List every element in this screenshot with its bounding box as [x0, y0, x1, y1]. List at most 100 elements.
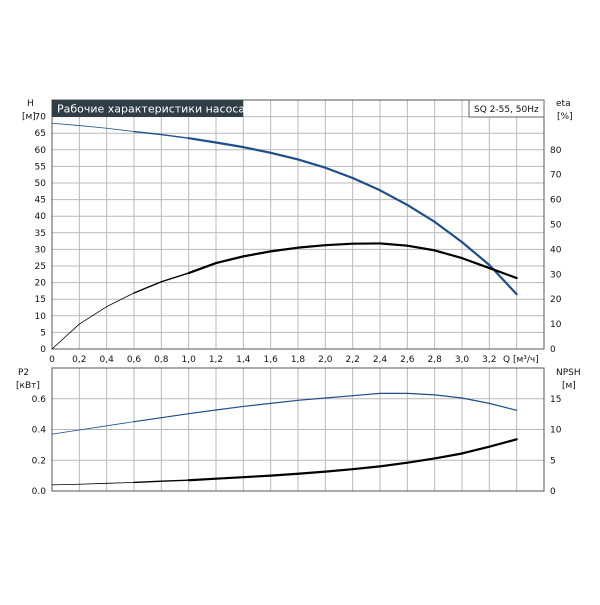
- x-tick-label: 1,0: [182, 355, 197, 365]
- x-tick-label: 0,2: [72, 355, 86, 365]
- series-0-0-segment: [380, 190, 407, 205]
- y2-tick-label: 20: [550, 295, 562, 305]
- series-0-1-segment: [325, 244, 352, 245]
- series-1-0-segment: [107, 422, 134, 426]
- series-1-1-segment: [462, 447, 489, 454]
- x-tick-label: 1,6: [264, 355, 279, 365]
- series-0-1-segment: [189, 263, 216, 273]
- series-1-0-segment: [353, 393, 380, 395]
- series-0-1-segment: [489, 268, 516, 278]
- y-tick-label: 0.2: [32, 456, 46, 466]
- series-1-1-segment: [107, 482, 134, 483]
- y-axis-label-h: H: [27, 99, 34, 109]
- y-tick-label: 0.0: [32, 487, 47, 497]
- bottom-ticks: 0.0 0.2 0.4 0.6 0 5 10 15: [32, 395, 562, 497]
- series-1-0-segment: [271, 400, 298, 403]
- series-1-1-segment: [52, 484, 79, 485]
- series-0-1-segment: [462, 258, 489, 268]
- y2-tick-label: 0: [550, 345, 556, 355]
- series-1-1-segment: [134, 481, 161, 482]
- y-tick-label: 0.4: [32, 426, 47, 436]
- series-1-1-segment: [79, 483, 106, 484]
- bottom-grid: [52, 368, 544, 491]
- series-0-0-segment: [435, 222, 462, 242]
- y-tick-label: 5: [40, 328, 46, 338]
- y2-tick-label: 60: [550, 196, 562, 206]
- series-1-1-segment: [243, 476, 270, 478]
- series-1-1-segment: [353, 466, 380, 469]
- series-1-1-segment: [435, 453, 462, 458]
- series-1-0-segment: [243, 403, 270, 406]
- y-tick-label: 70: [35, 113, 47, 123]
- series-1-0-segment: [189, 410, 216, 414]
- y-axis-unit-h: [м]: [22, 112, 36, 122]
- y-tick-label: 65: [35, 129, 46, 139]
- y2-axis-unit-npsh: [м]: [562, 381, 576, 391]
- y-axis-label-p2: P2: [18, 368, 29, 378]
- y-tick-label: 60: [35, 146, 47, 156]
- y-axis-unit-p2: [кВт]: [16, 381, 40, 391]
- y-tick-label: 0: [40, 345, 46, 355]
- y2-tick-label: 10: [550, 320, 562, 330]
- y2-axis-label-eta: eta: [556, 99, 571, 109]
- x-tick-label: 2,2: [346, 355, 360, 365]
- series-0-0-segment: [189, 138, 216, 142]
- x-tick-label: 1,8: [291, 355, 306, 365]
- series-0-1-segment: [107, 293, 134, 307]
- y2-tick-label: 10: [550, 426, 562, 436]
- series-0-1-segment: [298, 245, 325, 247]
- x-tick-label: 0: [49, 355, 55, 365]
- y-tick-label: 50: [35, 179, 47, 189]
- series-1-1-segment: [189, 479, 216, 481]
- x-tick-label: 3,2: [482, 355, 496, 365]
- x-tick-label: 2,4: [373, 355, 388, 365]
- series-0-0-segment: [107, 128, 134, 131]
- chart-title: Рабочие характеристики насоса: [57, 103, 245, 116]
- series-0-1-segment: [380, 243, 407, 245]
- y2-axis-label-npsh: NPSH: [556, 368, 581, 378]
- series-0-1-segment: [161, 273, 188, 282]
- series-0-0-segment: [271, 153, 298, 160]
- y2-tick-label: 70: [550, 171, 562, 181]
- y-tick-label: 55: [35, 162, 46, 172]
- series-1-1-segment: [298, 472, 325, 474]
- series-0-0-segment: [79, 126, 106, 129]
- x-tick-label: 0,8: [154, 355, 169, 365]
- top-panel: 0510152025303540455055606570010203040506…: [22, 99, 573, 365]
- series-1-0-segment: [161, 414, 188, 418]
- series-1-0-segment: [134, 418, 161, 422]
- series-1-0-segment: [407, 393, 434, 395]
- y-tick-label: 10: [35, 312, 47, 322]
- y-tick-label: 45: [35, 196, 46, 206]
- series-1-1-segment: [489, 439, 516, 446]
- series-1-0-segment: [52, 430, 79, 434]
- series-0-0-segment: [161, 135, 188, 139]
- x-tick-label: 2,8: [428, 355, 443, 365]
- series-0-1-segment: [134, 282, 161, 293]
- y2-tick-label: 5: [550, 456, 556, 466]
- y-tick-label: 35: [35, 229, 46, 239]
- y2-tick-label: 15: [550, 395, 561, 405]
- series-0-1-segment: [216, 256, 243, 263]
- bottom-panel: 0.0 0.2 0.4 0.6 0 5 10 15 P2 [кВт] NPSH [м]: [16, 368, 581, 497]
- y2-axis-unit-eta: [%]: [557, 112, 573, 122]
- series-0-0-segment: [462, 242, 489, 265]
- y-tick-label: 15: [35, 295, 46, 305]
- x-tick-label: 1,4: [236, 355, 251, 365]
- series-1-0-segment: [489, 403, 516, 410]
- y2-tick-label: 40: [550, 245, 562, 255]
- series-1-1-segment: [380, 463, 407, 467]
- x-tick-label: 3,0: [455, 355, 470, 365]
- series-0-1-segment: [435, 250, 462, 258]
- series-0-1-segment: [243, 251, 270, 256]
- y2-tick-label: 0: [550, 487, 556, 497]
- bottom-series: [52, 393, 517, 485]
- y-tick-label: 0.6: [32, 395, 47, 405]
- y-tick-label: 30: [35, 245, 47, 255]
- series-0-0-segment: [216, 142, 243, 147]
- y2-tick-label: 50: [550, 221, 562, 231]
- x-tick-label: 0,4: [100, 355, 115, 365]
- x-tick-label: 2,0: [318, 355, 333, 365]
